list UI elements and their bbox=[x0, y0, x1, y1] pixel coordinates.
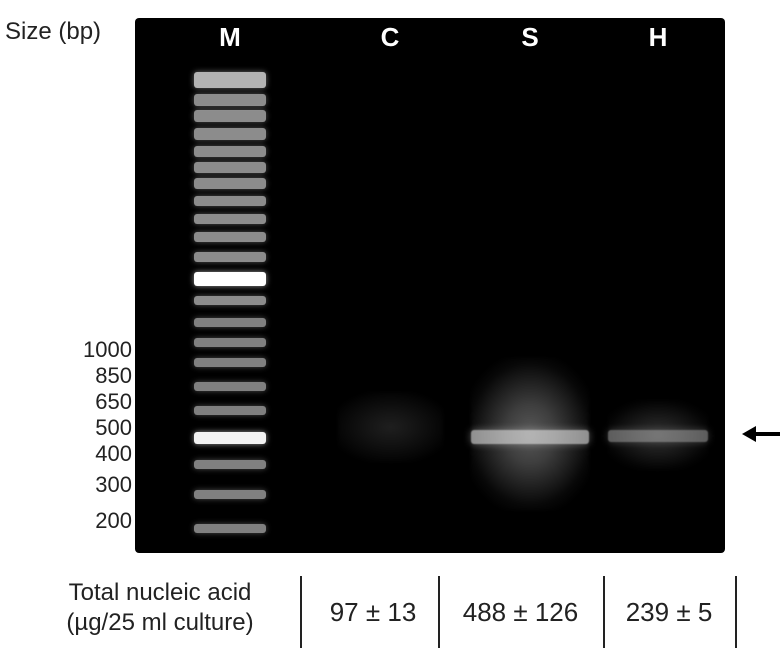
ladder-band bbox=[194, 178, 266, 189]
ladder-band bbox=[194, 232, 266, 242]
size-tick-650: 650 bbox=[60, 389, 132, 415]
lane-header-c: C bbox=[360, 22, 420, 53]
ladder-band bbox=[194, 272, 266, 286]
ladder-band bbox=[194, 94, 266, 106]
ladder-band bbox=[194, 338, 266, 347]
axis-title-size: Size (bp) bbox=[5, 18, 101, 46]
ladder-band bbox=[194, 128, 266, 140]
ladder-band bbox=[194, 72, 266, 88]
totals-value-s: 488 ± 126 bbox=[438, 597, 603, 628]
ladder-band bbox=[194, 524, 266, 533]
lane-header-s: S bbox=[500, 22, 560, 53]
totals-divider bbox=[300, 576, 302, 648]
size-tick-500: 500 bbox=[60, 415, 132, 441]
ladder-band bbox=[194, 460, 266, 469]
ladder-band bbox=[194, 196, 266, 206]
totals-divider bbox=[438, 576, 440, 648]
ladder-band bbox=[194, 252, 266, 262]
ladder-band bbox=[194, 296, 266, 305]
size-tick-300: 300 bbox=[60, 472, 132, 498]
sample-band-s bbox=[471, 430, 589, 444]
lane-header-h: H bbox=[628, 22, 688, 53]
figure-canvas: Size (bp) M C S H 1000850650500400 300 200 Total… bbox=[0, 0, 780, 666]
ladder-band bbox=[194, 110, 266, 122]
ladder-band bbox=[194, 358, 266, 367]
ladder-band bbox=[194, 406, 266, 415]
totals-value-c: 97 ± 13 bbox=[308, 597, 438, 628]
ladder-band bbox=[194, 162, 266, 173]
totals-divider bbox=[735, 576, 737, 648]
ladder-band bbox=[194, 490, 266, 499]
ladder-band bbox=[194, 214, 266, 224]
size-tick-850: 850 bbox=[60, 363, 132, 389]
size-tick-1000: 1000 bbox=[60, 337, 132, 363]
totals-row-label: Total nucleic acid(µg/25 ml culture) bbox=[20, 578, 300, 638]
totals-value-h: 239 ± 5 bbox=[603, 597, 735, 628]
ladder-band bbox=[194, 382, 266, 391]
lane-header-m: M bbox=[200, 22, 260, 53]
ladder-band bbox=[194, 318, 266, 327]
band-arrow-icon bbox=[742, 423, 780, 445]
size-tick-200: 200 bbox=[60, 508, 132, 534]
ladder-band bbox=[194, 146, 266, 157]
sample-band-h bbox=[608, 430, 708, 442]
totals-divider bbox=[603, 576, 605, 648]
size-tick-400: 400 bbox=[60, 441, 132, 467]
ladder-band bbox=[194, 432, 266, 444]
sample-smear-c bbox=[338, 392, 443, 462]
